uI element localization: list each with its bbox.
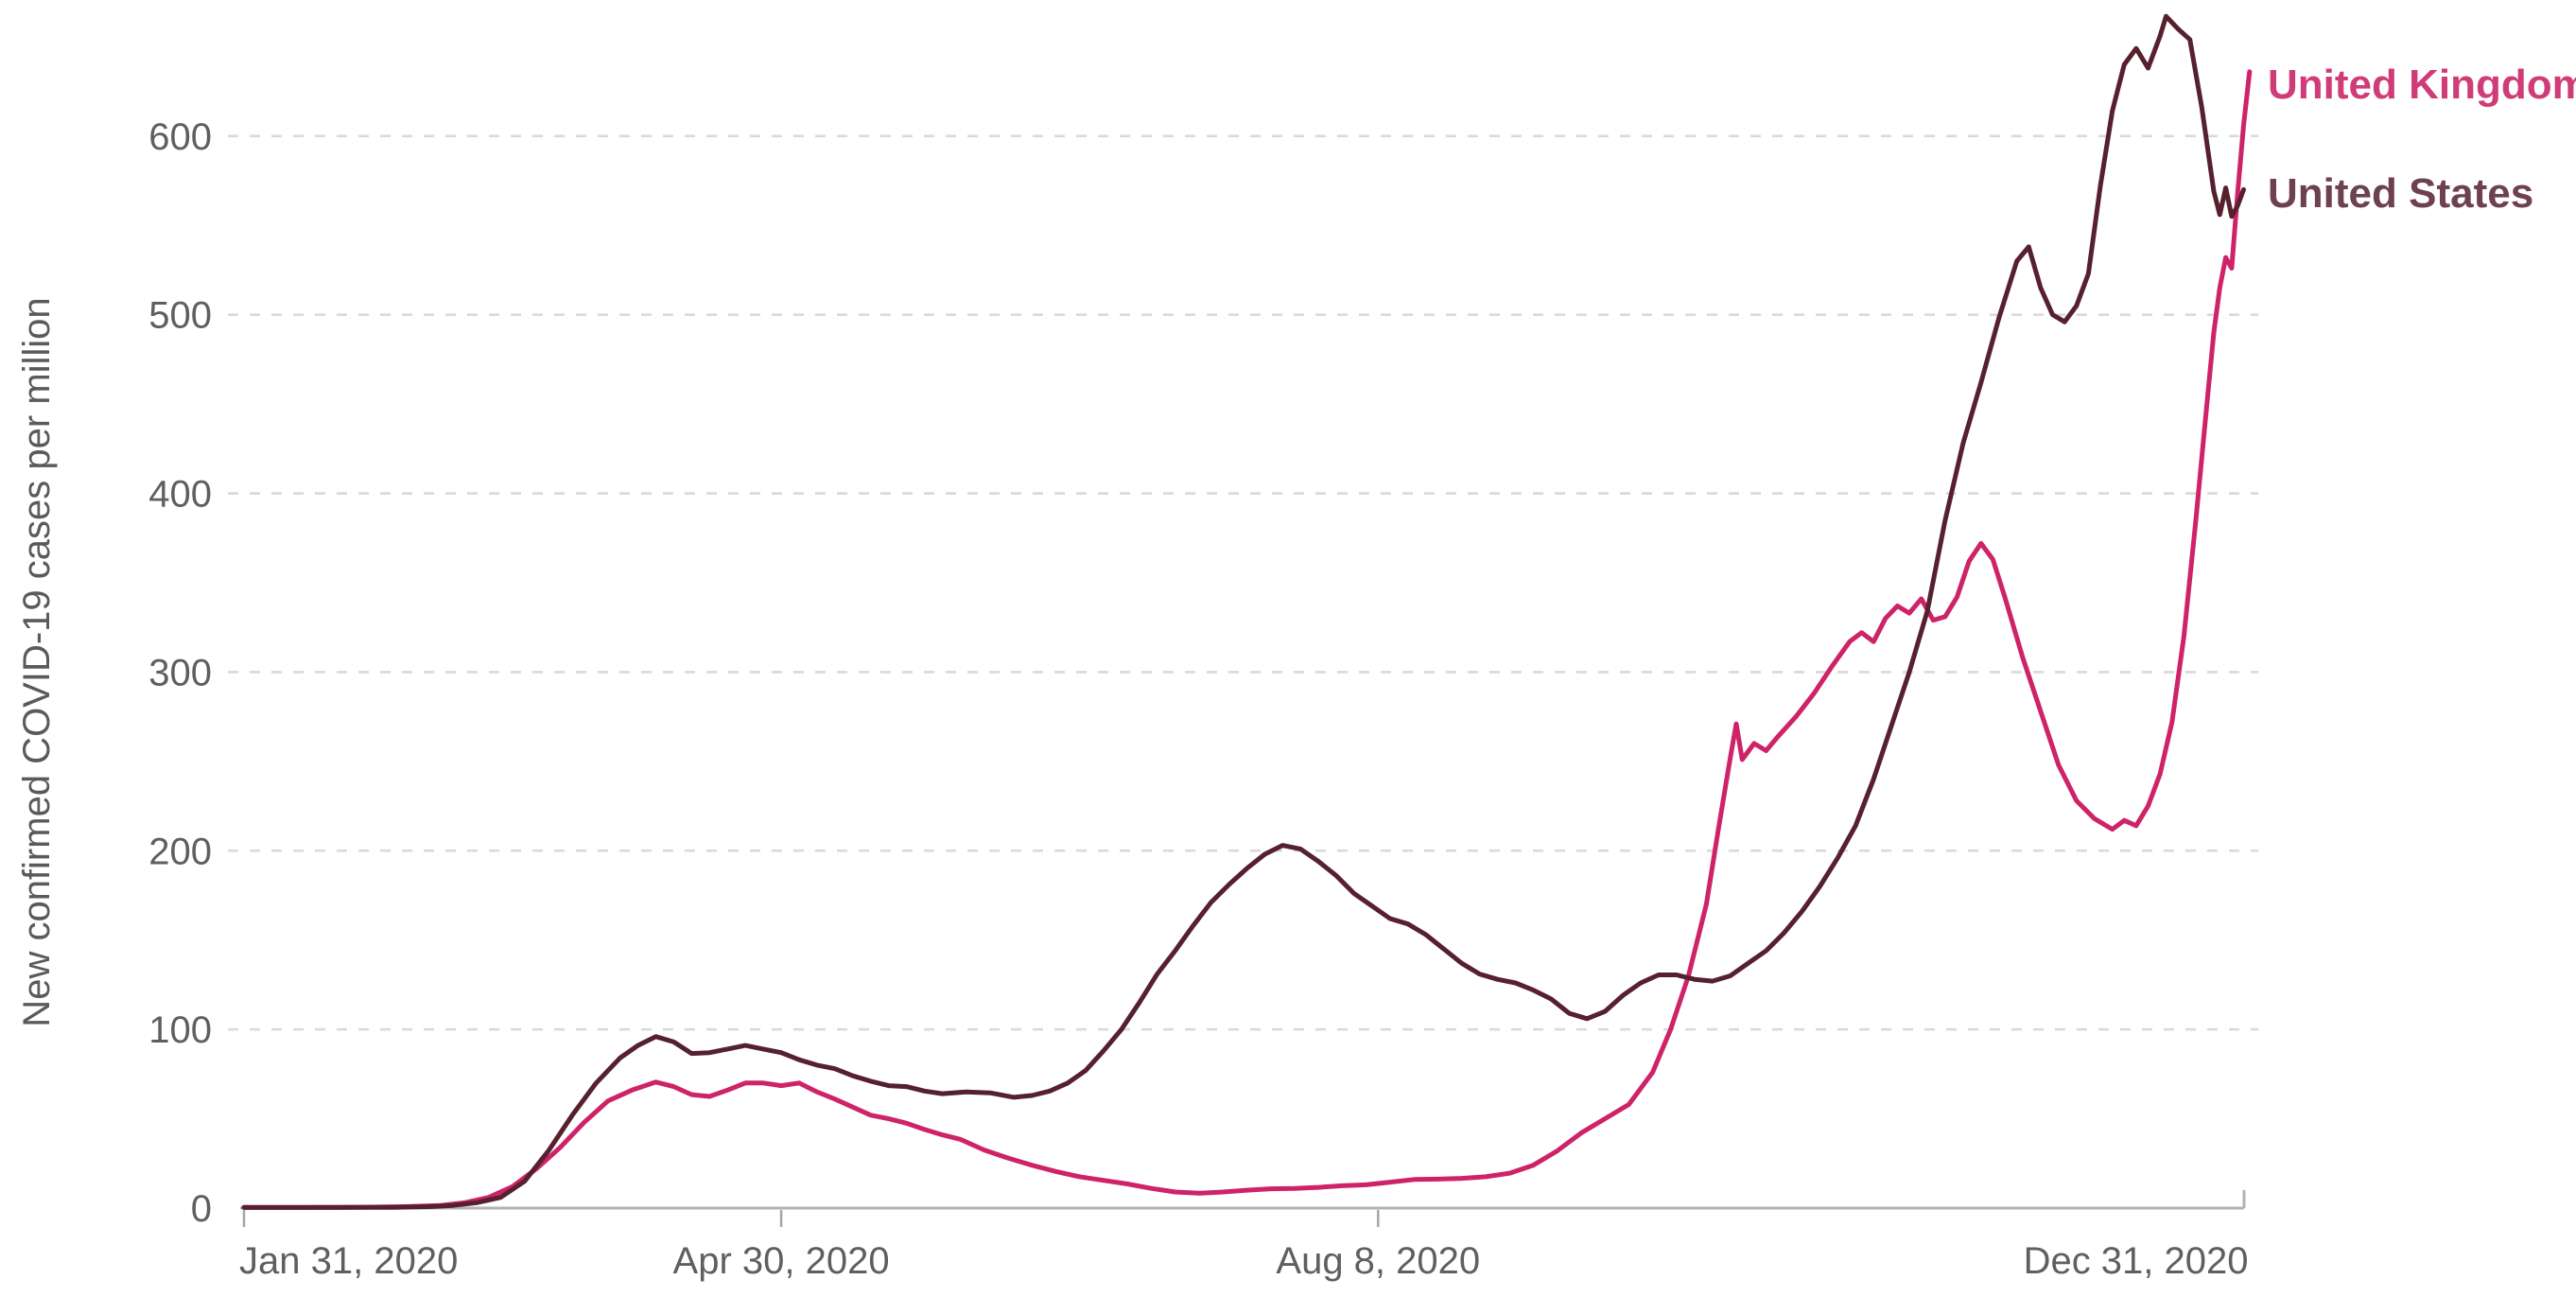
y-axis-title: New confirmed COVID-19 cases per million — [16, 297, 58, 1026]
x-tick-label: Jan 31, 2020 — [239, 1240, 458, 1282]
x-tick-label: Dec 31, 2020 — [2024, 1240, 2249, 1282]
y-tick-label: 300 — [148, 652, 212, 693]
y-tick-label: 400 — [148, 474, 212, 516]
series-label-united-kingdom[interactable]: United Kingdom — [2268, 61, 2576, 108]
y-tick-label: 600 — [148, 116, 212, 158]
series-line-united-kingdom[interactable] — [241, 69, 2253, 1210]
x-tick-label: Aug 8, 2020 — [1276, 1240, 1480, 1282]
y-tick-label: 0 — [191, 1188, 212, 1230]
series-label-united-states[interactable]: United States — [2268, 170, 2533, 217]
series-line-united-states[interactable] — [241, 13, 2246, 1210]
y-tick-label: 200 — [148, 831, 212, 872]
y-tick-label: 500 — [148, 295, 212, 337]
y-tick-label: 100 — [148, 1009, 212, 1051]
x-tick-label: Apr 30, 2020 — [673, 1240, 890, 1282]
plot-area[interactable]: 0 100 200 300 400 500 600 Jan 31, 2020 Apr 30, 2… — [148, 13, 2258, 1282]
